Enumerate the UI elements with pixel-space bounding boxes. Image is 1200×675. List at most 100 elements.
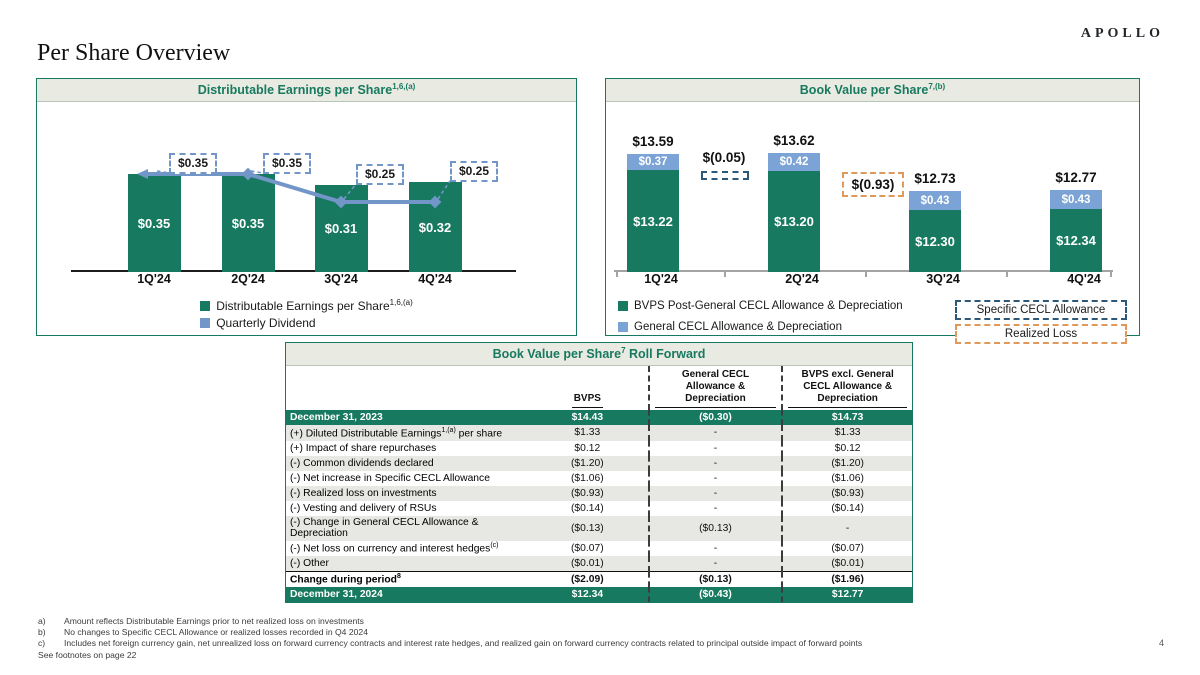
footnote-c-marker: c)	[38, 638, 46, 649]
cell-value: ($0.14)	[781, 500, 912, 516]
cell-value: $0.12	[574, 442, 601, 454]
table-title: Book Value per Share7 Roll Forward	[286, 343, 912, 367]
bvps-total-label: $12.73	[914, 171, 956, 187]
cell-value: $12.34	[571, 588, 604, 600]
bvps-green-bar: $13.20	[768, 171, 820, 273]
x-axis-label: 3Q'24	[324, 272, 358, 287]
quarterly-dividend-callout: $0.35	[169, 153, 218, 175]
table-row: (+) Diluted Distributable Earnings1,(a) …	[286, 425, 912, 441]
table-title-sup: 7	[621, 346, 626, 355]
bvps-total-label: $13.62	[773, 133, 815, 149]
cell-value: ($0.01)	[571, 557, 604, 569]
bvps-legend-swatch	[618, 301, 628, 312]
col-header-empty	[286, 366, 527, 410]
legend-label: General CECL Allowance & Depreciation	[634, 321, 842, 334]
bvps-total-label: $13.59	[632, 134, 674, 150]
table-header-row: BVPS General CECL Allowance & Depreciati…	[286, 366, 912, 411]
cell-value: $0.12	[781, 440, 912, 456]
cell-value: ($0.07)	[781, 540, 912, 556]
table-title-text: Book Value per Share	[492, 347, 622, 362]
de-chart-title-sup: 1,6,(a)	[392, 82, 416, 91]
legend-item: General CECL Allowance & Depreciation	[618, 321, 903, 333]
general-cecl-legend-swatch	[618, 322, 628, 333]
table-row: December 31, 2024 $12.34 ($0.43) $12.77	[286, 586, 912, 602]
de-plot-area: $0.35 $0.35 $0.31 $0.32 $0.35 $0.35 $0.25 $0.25	[37, 102, 576, 273]
bvps-green-value: $13.22	[633, 213, 673, 229]
legend-label-sup: 1,6,(a)	[389, 298, 413, 308]
de-legend: Distributable Earnings per Share1,6,(a) Q…	[200, 298, 413, 330]
legend-label: Distributable Earnings per Share1,6,(a)	[216, 298, 413, 314]
bvps-total-label: $12.77	[1055, 170, 1097, 186]
cell-value: ($1.06)	[781, 470, 912, 486]
cell-value: -	[647, 556, 783, 571]
footnote-b: b) No changes to Specific CECL Allowance…	[38, 627, 958, 638]
cell-value: $1.33	[574, 427, 601, 439]
earnings-bar: $0.32	[408, 182, 462, 273]
bvps-blue-bar: $0.43	[1050, 190, 1102, 210]
axis-tick	[1006, 272, 1008, 278]
row-label-sup: 8	[396, 573, 401, 580]
bv-legend-items: BVPS Post-General CECL Allowance & Depre…	[618, 300, 903, 344]
cell-value: -	[647, 540, 783, 556]
cell-value: ($0.13)	[647, 570, 783, 587]
legend-item: Quarterly Dividend	[200, 316, 413, 330]
cell-value: $14.43	[571, 412, 604, 424]
bv-chart-title-text: Book Value per Share	[799, 83, 929, 98]
earnings-bar-value: $0.31	[324, 221, 358, 237]
footnotes: a) Amount reflects Distributable Earning…	[38, 616, 958, 661]
distributable-earnings-chart-panel: Distributable Earnings per Share1,6,(a) …	[36, 78, 577, 336]
row-label: (-) Net loss on currency and interest he…	[290, 542, 499, 555]
col-header-general-cecl-label: General CECL Allowance & Depreciation	[654, 369, 777, 409]
bv-plot-area: $13.22 $0.37 $13.59 $13.20 $0.42 $13.62 $12.30…	[606, 102, 1139, 278]
bvps-green-bar: $12.34	[1050, 209, 1102, 273]
bvps-green-value: $12.34	[1056, 233, 1096, 249]
cell-value: -	[647, 470, 783, 486]
bvps-blue-value: $0.43	[920, 194, 950, 207]
dividend-legend-swatch	[200, 318, 211, 329]
table-row: Change during period8 ($2.09) ($0.13) ($1.9…	[286, 570, 912, 587]
table-row: (-) Net increase in Specific CECL Allowa…	[286, 470, 912, 486]
earnings-bar-value: $0.32	[418, 219, 452, 235]
cell-value: ($0.13)	[647, 515, 783, 541]
row-label-sup: 1,(a)	[441, 426, 456, 434]
x-axis-label: 3Q'24	[926, 272, 960, 287]
specific-cecl-callout-box	[701, 171, 749, 181]
footnote-a: a) Amount reflects Distributable Earning…	[38, 616, 958, 627]
bvps-green-bar: $13.22	[627, 170, 679, 273]
cell-value: ($0.93)	[571, 487, 604, 499]
quarterly-dividend-callout: $0.35	[263, 153, 312, 175]
row-label: December 31, 2023	[290, 412, 383, 424]
cell-value: ($1.06)	[571, 472, 604, 484]
footnote-c: c) Includes net foreign currency gain, n…	[38, 638, 958, 649]
bvps-blue-bar: $0.43	[909, 191, 961, 211]
bvps-blue-value: $0.42	[779, 156, 809, 169]
x-axis-label: 2Q'24	[231, 272, 265, 287]
table-row: (+) Impact of share repurchases $0.12- $0.…	[286, 440, 912, 456]
de-x-axis-labels: 1Q'24 2Q'24 3Q'24 4Q'24	[37, 272, 576, 292]
col-header-bvps-excl-label: BVPS excl. General CECL Allowance & Depr…	[788, 369, 907, 409]
cell-value: -	[647, 425, 783, 441]
row-label: (-) Change in General CECL Allowance & D…	[290, 517, 479, 540]
cell-value: ($0.30)	[647, 410, 783, 426]
cell-value: ($0.13)	[571, 522, 604, 534]
cell-value: -	[647, 455, 783, 471]
table-row: (-) Common dividends declared ($1.20) - ($1…	[286, 455, 912, 471]
col-header-bvps-label: BVPS	[571, 393, 603, 409]
legend-item: BVPS Post-General CECL Allowance & Depre…	[618, 300, 903, 312]
legend-label: Quarterly Dividend	[216, 316, 316, 331]
table-row: (-) Net loss on currency and interest he…	[286, 540, 912, 556]
axis-tick	[616, 272, 618, 278]
footnote-a-marker: a)	[38, 616, 46, 626]
axis-tick	[1110, 272, 1112, 278]
cell-value: $1.33	[781, 425, 912, 441]
cell-value: ($0.07)	[571, 542, 604, 554]
de-chart-title: Distributable Earnings per Share1,6,(a)	[37, 79, 576, 103]
specific-cecl-callout-label: $(0.05)	[702, 150, 746, 166]
earnings-bar: $0.31	[314, 185, 368, 273]
cell-value: ($1.20)	[781, 455, 912, 471]
bv-chart-title: Book Value per Share7,(b)	[606, 79, 1139, 103]
earnings-legend-swatch	[200, 300, 211, 311]
col-header-bvps: BVPS	[527, 366, 649, 410]
cell-value: -	[647, 440, 783, 456]
cell-value: $12.77	[781, 586, 912, 602]
